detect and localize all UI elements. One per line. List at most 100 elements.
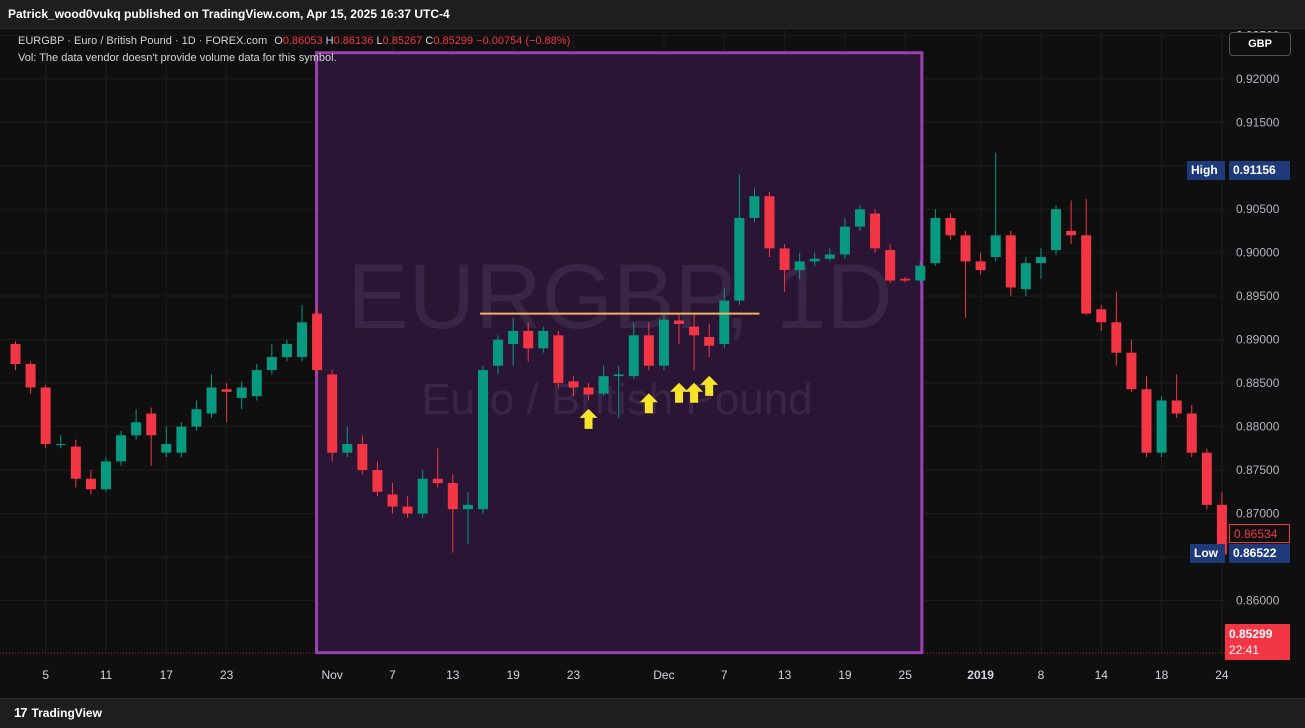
y-tick-label: 0.91500 <box>1236 115 1280 129</box>
candle-body <box>342 443 353 453</box>
candle-body <box>312 313 323 371</box>
high-label: H <box>325 35 334 47</box>
candle-body <box>1201 452 1212 505</box>
candle-body <box>824 254 835 259</box>
candle-body <box>945 217 956 236</box>
candle-body <box>70 446 81 479</box>
candle-body <box>116 435 127 462</box>
up-arrow-icon <box>670 382 689 403</box>
x-tick-label: 7 <box>389 668 396 682</box>
candle-body <box>734 217 745 301</box>
candle-body <box>975 261 986 271</box>
candlestick-chart[interactable]: EURGBP, 1D Euro / British Pound 0.860000… <box>0 28 1305 698</box>
up-arrow-icon <box>685 382 704 403</box>
candle-body <box>779 248 790 271</box>
low-tag-value: 0.86522 <box>1229 544 1290 563</box>
overlay-layer <box>479 312 760 429</box>
x-tick-label: 23 <box>567 668 581 682</box>
brand-name: TradingView <box>31 705 102 720</box>
candle-body <box>583 387 594 395</box>
candle-body <box>236 387 247 398</box>
tradingview-logo[interactable]: 17 TradingView <box>14 705 102 720</box>
candle-body <box>477 370 488 510</box>
up-arrow-icon <box>579 408 598 429</box>
candle-body <box>568 381 579 388</box>
candle-body <box>930 217 941 264</box>
x-tick-label: 13 <box>778 668 792 682</box>
candle-body <box>402 506 413 514</box>
candle-body <box>839 226 850 255</box>
candle-body <box>131 422 142 436</box>
candle-body <box>55 443 66 445</box>
candle-body <box>25 363 36 388</box>
candle-body <box>161 443 172 453</box>
x-tick-label: 11 <box>100 668 113 682</box>
x-tick-label: 24 <box>1215 668 1229 682</box>
chart-area[interactable]: EURGBP, 1D Euro / British Pound 0.86000 0… <box>0 28 1305 698</box>
y-tick-label: 0.87500 <box>1236 463 1280 477</box>
prev-value-tag: 0.86534 <box>1229 524 1290 543</box>
candle-body <box>206 387 217 414</box>
candle-body <box>447 483 458 510</box>
x-tick-label: 7 <box>721 668 728 682</box>
candle-body <box>900 278 911 281</box>
x-tick-label: 19 <box>838 668 852 682</box>
open-label: O <box>274 35 283 47</box>
candle-body <box>1171 400 1182 414</box>
candle-body <box>432 478 443 484</box>
currency-button[interactable]: GBP <box>1229 32 1291 56</box>
candle-body <box>960 235 971 262</box>
high-tag-label: High <box>1187 161 1225 180</box>
candle-body <box>1005 235 1016 288</box>
candle-body <box>658 319 669 366</box>
candle-body <box>809 258 820 262</box>
candle-body <box>689 326 700 336</box>
highlight-box-layer <box>315 51 924 655</box>
candle-body <box>357 443 368 471</box>
x-tick-label: 17 <box>160 668 174 682</box>
y-tick-label: 0.87000 <box>1236 507 1280 521</box>
x-tick-label: 23 <box>220 668 234 682</box>
candle-body <box>704 337 715 346</box>
candle-body <box>508 330 519 344</box>
x-tick-label: 8 <box>1038 668 1045 682</box>
last-price-value: 0.85299 <box>1229 627 1273 641</box>
candle-body <box>266 357 277 371</box>
low-value: 0.85267 <box>382 35 423 47</box>
high-value: 0.86136 <box>333 35 374 47</box>
close-label: C <box>425 35 434 47</box>
last-price-tag: 0.85299 22:41 <box>1225 624 1290 660</box>
up-arrow-icon <box>639 393 658 414</box>
ohlc-values: O0.86053 H0.86136 L0.85267 C0.85299 −0.0… <box>274 35 570 47</box>
candle-body <box>1066 230 1077 236</box>
footer-bar: 17 TradingView <box>0 698 1305 728</box>
candle-body <box>628 335 639 377</box>
candle-body <box>915 265 926 281</box>
low-tag-label: Low <box>1190 544 1225 563</box>
candle-body <box>749 196 760 218</box>
candle-body <box>1096 309 1107 323</box>
candle-body <box>1156 400 1167 453</box>
change-value: −0.00754 (−0.88%) <box>476 35 571 47</box>
low-label: L <box>376 35 383 47</box>
up-arrow-icon <box>700 375 719 396</box>
candle-body <box>1126 352 1137 390</box>
x-tick-label: 25 <box>899 668 913 682</box>
y-tick-label: 0.92000 <box>1236 72 1280 86</box>
x-tick-label: Dec <box>653 668 674 682</box>
open-value: 0.86053 <box>282 35 323 47</box>
candle-body <box>1216 504 1227 555</box>
candle-body <box>462 504 473 510</box>
candle-body <box>1111 322 1122 353</box>
candle-body <box>387 494 398 507</box>
candle-body <box>1141 389 1152 453</box>
candle-body <box>1186 413 1197 453</box>
candle-body <box>1051 209 1062 251</box>
volume-note: Vol: The data vendor doesn't provide vol… <box>18 52 337 64</box>
price-axis: 0.860000.865000.870000.875000.880000.885… <box>1236 28 1280 607</box>
candle-body <box>327 374 338 453</box>
candle-body <box>40 387 51 444</box>
countdown-value: 22:41 <box>1229 643 1260 657</box>
x-tick-label: 19 <box>506 668 520 682</box>
candle-body <box>885 250 896 281</box>
